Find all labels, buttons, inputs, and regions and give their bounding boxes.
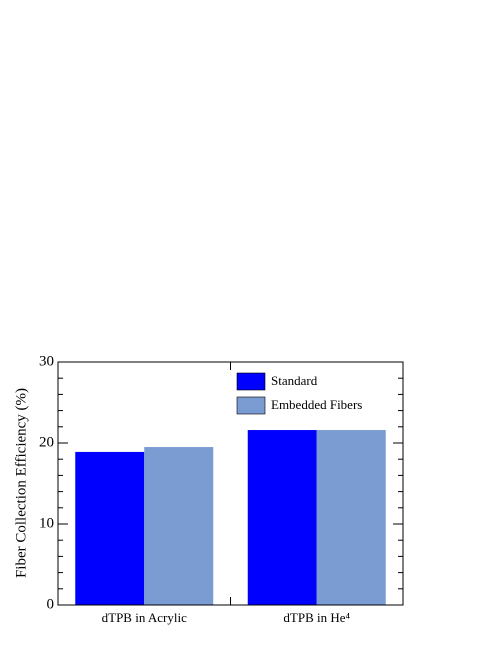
y-tick-label: 30 [39,353,54,369]
y-tick-label: 10 [39,515,54,531]
x-tick-label: dTPB in He⁴ [283,610,350,625]
legend-swatch [236,396,266,415]
legend-swatch [236,372,266,391]
legend-label: Embedded Fibers [271,397,362,412]
bar [75,451,145,605]
bar [247,430,317,605]
x-tick-label: dTPB in Acrylic [102,610,187,625]
bar [144,447,214,605]
legend-label: Standard [271,373,318,388]
bar [316,430,386,605]
y-tick-label: 0 [47,596,55,612]
y-axis-label: Fiber Collection Efficiency (%) [13,388,29,578]
y-tick-label: 20 [39,434,54,450]
